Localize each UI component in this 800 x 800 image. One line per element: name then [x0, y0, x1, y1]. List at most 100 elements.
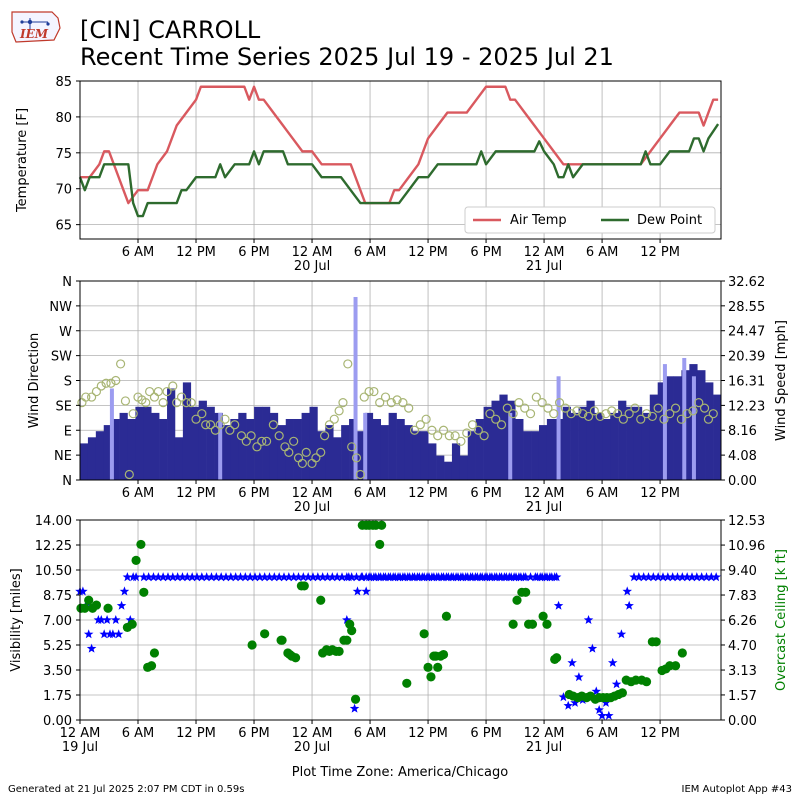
- visibility-point: [547, 572, 557, 582]
- visibility-point: [317, 572, 328, 582]
- y-tick-label: N: [62, 474, 72, 489]
- visibility-point: [102, 615, 112, 624]
- x-tick-label: 12 PM: [408, 726, 448, 741]
- wind-speed-bar: [570, 412, 579, 480]
- wind-speed-bar: [388, 412, 397, 480]
- y-tick-label: N: [62, 275, 72, 290]
- visibility-point: [187, 572, 197, 582]
- visibility-point: [259, 572, 270, 582]
- wind-direction-point: [81, 392, 91, 402]
- ceiling-point: [136, 539, 146, 550]
- wind-direction-point: [491, 414, 501, 424]
- visibility-point: [532, 572, 543, 582]
- visibility-point: [78, 586, 88, 596]
- wind-direction-point: [438, 425, 449, 435]
- wind-direction-point: [369, 386, 379, 397]
- x-date-label: 20 Jul: [294, 500, 330, 515]
- visibility-point: [403, 572, 413, 582]
- ceiling-point: [677, 648, 687, 658]
- visibility-point: [211, 572, 222, 582]
- visibility-point: [322, 572, 333, 582]
- visibility-point: [113, 629, 124, 639]
- wind-speed-bar: [538, 425, 548, 480]
- wind-direction-point: [91, 386, 102, 397]
- y-tick-label: 80: [55, 111, 72, 126]
- visibility-point: [587, 643, 598, 653]
- wind-direction-point: [181, 398, 191, 408]
- x-tick-label: 12 AM: [524, 726, 565, 741]
- visibility-point: [701, 572, 712, 582]
- wind-speed-bar: [325, 425, 334, 480]
- y2-tick-label: 10.96: [728, 539, 765, 554]
- visibility-point: [116, 600, 127, 610]
- visibility-point: [349, 703, 360, 713]
- wind-direction-point: [398, 398, 408, 408]
- wind-direction-point: [703, 414, 714, 424]
- visibility-point: [337, 572, 347, 582]
- visibility-point: [706, 572, 717, 582]
- svg-text:IEM: IEM: [19, 27, 49, 41]
- wind-direction-point: [578, 409, 588, 419]
- wind-direction-point: [96, 381, 106, 391]
- visibility-point: [255, 572, 265, 582]
- x-tick-label: 6 AM: [122, 486, 155, 501]
- y2-tick-label: 20.39: [728, 350, 765, 365]
- wind-direction-point: [444, 431, 454, 441]
- wind-direction-point: [246, 431, 256, 441]
- y-tick-label: 7.00: [43, 614, 72, 629]
- visibility-point: [446, 572, 456, 582]
- wind-speed-bar: [475, 418, 484, 480]
- visibility-point: [111, 615, 121, 624]
- visibility-point: [591, 686, 601, 696]
- visibility-point: [485, 572, 495, 582]
- wind-speed-bar: [317, 431, 326, 480]
- wind-direction-point: [197, 409, 207, 419]
- wind-speed-bar: [451, 443, 461, 480]
- x-tick-label: 6 AM: [354, 726, 387, 741]
- ceiling-point: [377, 520, 387, 530]
- wind-direction-point: [351, 453, 362, 463]
- wind-direction-point: [450, 431, 460, 441]
- wind-direction-point: [355, 469, 365, 480]
- wind-direction-point: [386, 398, 396, 408]
- wind-speed-bar: [206, 406, 215, 480]
- wind-direction-point: [364, 386, 374, 397]
- wind-direction-point: [274, 431, 284, 441]
- wind-direction-point: [456, 436, 466, 446]
- y-tick-label: 8.75: [43, 589, 72, 604]
- wind-direction-point: [496, 420, 507, 430]
- wind-direction-point: [334, 406, 344, 416]
- visibility-point: [427, 572, 437, 582]
- wind-direction-point: [230, 420, 240, 430]
- wind-speed-bar: [293, 418, 302, 480]
- wind-speed-bar: [562, 406, 571, 480]
- visibility-point: [412, 572, 423, 582]
- wind-direction-point: [531, 392, 541, 402]
- visibility-point: [658, 572, 668, 582]
- wind-direction-point: [636, 414, 646, 424]
- y-tick-label: 10.50: [35, 564, 72, 579]
- wind-direction-point: [549, 409, 559, 419]
- wind-direction-point: [392, 395, 402, 405]
- x-tick-label: 6 PM: [470, 726, 501, 741]
- wind-direction-point: [427, 425, 437, 435]
- x-tick-label: 12 AM: [524, 245, 565, 260]
- wind-speed-bar: [198, 400, 207, 480]
- visibility-point: [616, 629, 627, 639]
- wind-direction-point: [111, 375, 121, 386]
- visibility-point: [361, 586, 371, 596]
- wind-speed-bar: [127, 418, 136, 480]
- wind-direction-point: [612, 409, 623, 419]
- ceiling-point: [127, 619, 137, 629]
- ceiling-point: [334, 646, 344, 656]
- wind-speed-bar: [119, 412, 128, 480]
- wind-speed-bar: [159, 418, 168, 480]
- wind-speed-bar: [349, 418, 358, 480]
- visibility-point: [298, 572, 309, 582]
- wind-direction-point: [409, 425, 420, 435]
- wind-speed-bar: [190, 406, 200, 480]
- visibility-point: [583, 615, 594, 624]
- visibility-point: [230, 572, 241, 582]
- wind-speed-bar: [412, 431, 421, 480]
- wind-direction-point: [301, 447, 311, 457]
